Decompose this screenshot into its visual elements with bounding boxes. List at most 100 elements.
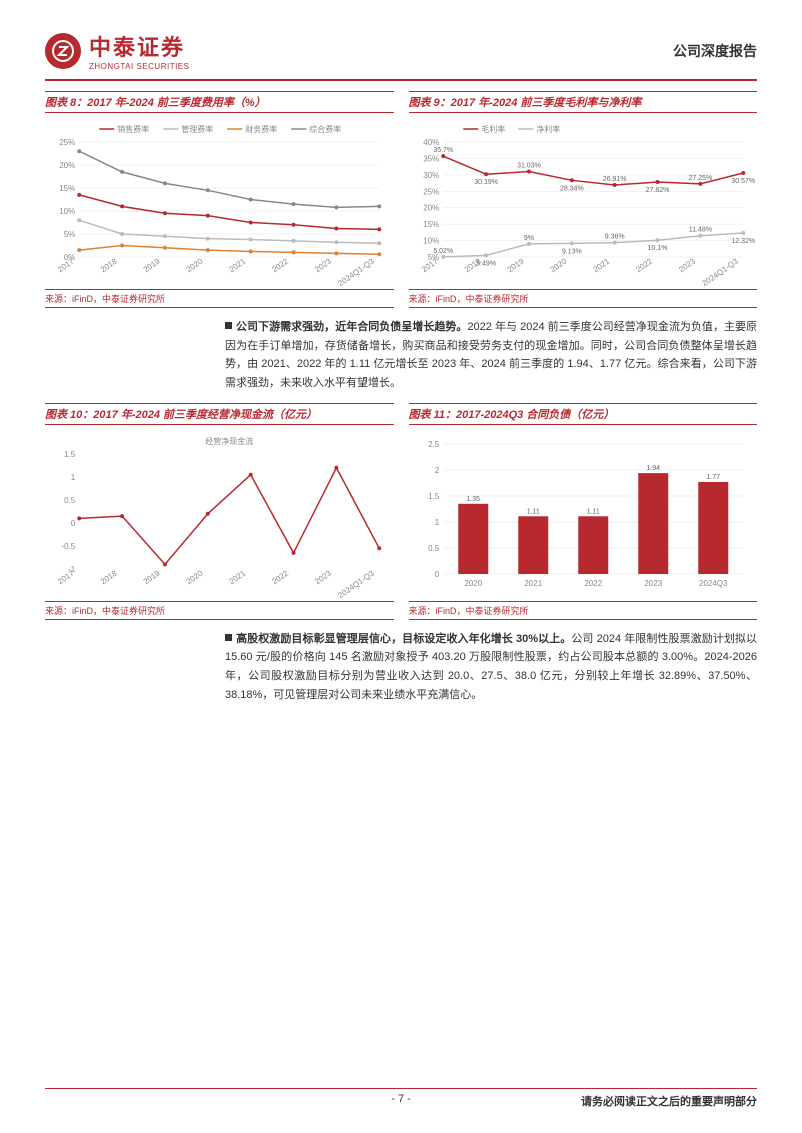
svg-text:2022: 2022	[270, 568, 290, 586]
svg-text:1.11: 1.11	[526, 508, 539, 515]
svg-text:2018: 2018	[99, 568, 119, 586]
svg-text:2022: 2022	[584, 579, 602, 588]
svg-text:26.91%: 26.91%	[602, 176, 626, 183]
svg-text:2020: 2020	[185, 568, 205, 586]
svg-text:31.03%: 31.03%	[517, 162, 541, 169]
svg-text:0: 0	[71, 519, 76, 528]
chart-9-source: 来源：iFinD，中泰证券研究所	[409, 289, 758, 308]
svg-text:30.57%: 30.57%	[731, 178, 755, 185]
svg-text:2022: 2022	[270, 256, 290, 274]
footer-disclaimer: 请务必阅读正文之后的重要声明部分	[581, 1093, 757, 1109]
svg-text:管理费率: 管理费率	[181, 124, 213, 134]
svg-text:1.77: 1.77	[706, 474, 720, 481]
svg-text:2021: 2021	[524, 579, 542, 588]
svg-text:40%: 40%	[423, 138, 439, 147]
svg-text:2024Q1-Q3: 2024Q1-Q3	[700, 256, 740, 287]
svg-text:1.5: 1.5	[64, 450, 76, 459]
svg-text:12.32%: 12.32%	[731, 238, 755, 245]
svg-text:9.13%: 9.13%	[561, 248, 581, 255]
svg-text:5%: 5%	[64, 230, 76, 239]
svg-text:15%: 15%	[59, 184, 75, 193]
svg-text:2023: 2023	[313, 256, 333, 274]
svg-text:2.5: 2.5	[428, 440, 440, 449]
svg-text:2023: 2023	[644, 579, 662, 588]
svg-text:2021: 2021	[227, 256, 247, 274]
page-header: 中泰证券 ZHONGTAI SECURITIES 公司深度报告	[45, 30, 757, 81]
paragraph-1-bold: 公司下游需求强劲，近年合同负债呈增长趋势。	[236, 321, 467, 333]
chart-9-area: 5%10%15%20%25%30%35%40%20172018201920202…	[409, 117, 758, 287]
svg-text:1.11: 1.11	[586, 508, 599, 515]
chart-10-source: 来源：iFinD，中泰证券研究所	[45, 601, 394, 620]
svg-text:20%: 20%	[59, 161, 75, 170]
svg-text:2024Q3: 2024Q3	[699, 579, 728, 588]
svg-text:净利率: 净利率	[536, 124, 560, 134]
logo: 中泰证券 ZHONGTAI SECURITIES	[45, 30, 189, 71]
svg-text:10%: 10%	[423, 237, 439, 246]
svg-text:毛利率: 毛利率	[481, 124, 505, 134]
chart-11-source: 来源：iFinD，中泰证券研究所	[409, 601, 758, 620]
paragraph-2-bold: 高股权激励目标彰显管理层信心，目标设定收入年化增长 30%以上。	[236, 633, 571, 645]
svg-text:35%: 35%	[423, 154, 439, 163]
svg-text:2024Q1-Q3: 2024Q1-Q3	[336, 256, 376, 287]
svg-text:2019: 2019	[142, 568, 162, 586]
svg-text:1: 1	[71, 473, 76, 482]
chart-8-title: 图表 8：2017 年-2024 前三季度费用率（%）	[45, 91, 394, 113]
svg-text:2020: 2020	[464, 579, 482, 588]
logo-cn: 中泰证券	[89, 30, 189, 62]
svg-text:-0.5: -0.5	[61, 542, 75, 551]
svg-text:35.7%: 35.7%	[433, 147, 453, 154]
bullet-icon	[225, 322, 232, 329]
doc-type: 公司深度报告	[673, 41, 757, 61]
svg-text:0.5: 0.5	[428, 544, 440, 553]
svg-text:27.25%: 27.25%	[688, 175, 712, 182]
chart-10: 图表 10：2017 年-2024 前三季度经营净现金流（亿元） -1-0.50…	[45, 403, 394, 620]
chart-11-title: 图表 11：2017-2024Q3 合同负债（亿元）	[409, 403, 758, 425]
svg-text:2022: 2022	[634, 256, 654, 274]
svg-text:11.48%: 11.48%	[688, 227, 711, 234]
svg-text:2021: 2021	[227, 568, 247, 586]
svg-text:10%: 10%	[59, 207, 75, 216]
chart-row-2: 图表 10：2017 年-2024 前三季度经营净现金流（亿元） -1-0.50…	[45, 403, 757, 620]
svg-text:2023: 2023	[677, 256, 697, 274]
svg-text:9.36%: 9.36%	[604, 234, 624, 241]
svg-text:25%: 25%	[59, 138, 75, 147]
chart-8-source: 来源：iFinD，中泰证券研究所	[45, 289, 394, 308]
svg-text:2023: 2023	[313, 568, 333, 586]
chart-8: 图表 8：2017 年-2024 前三季度费用率（%） 0%5%10%15%20…	[45, 91, 394, 308]
chart-9: 图表 9：2017 年-2024 前三季度毛利率与净利率 5%10%15%20%…	[409, 91, 758, 308]
svg-text:2018: 2018	[99, 256, 119, 274]
svg-text:25%: 25%	[423, 187, 439, 196]
svg-text:经营净现金流: 经营净现金流	[205, 436, 253, 446]
page-number: - 7 -	[391, 1093, 411, 1105]
svg-text:2021: 2021	[591, 256, 611, 274]
svg-text:27.82%: 27.82%	[645, 187, 669, 194]
svg-text:1.5: 1.5	[428, 492, 440, 501]
paragraph-1: 公司下游需求强劲，近年合同负债呈增长趋势。2022 年与 2024 前三季度公司…	[225, 318, 757, 393]
svg-text:28.34%: 28.34%	[559, 185, 583, 192]
svg-text:2: 2	[434, 466, 439, 475]
svg-text:2020: 2020	[548, 256, 568, 274]
svg-text:5.49%: 5.49%	[476, 260, 496, 267]
svg-text:销售费率: 销售费率	[117, 124, 149, 134]
svg-text:9%: 9%	[523, 235, 533, 242]
logo-icon	[45, 33, 81, 69]
chart-9-title: 图表 9：2017 年-2024 前三季度毛利率与净利率	[409, 91, 758, 113]
page-footer: - 7 - 请务必阅读正文之后的重要声明部分	[45, 1088, 757, 1105]
svg-text:2020: 2020	[185, 256, 205, 274]
svg-text:1.35: 1.35	[466, 496, 480, 503]
logo-en: ZHONGTAI SECURITIES	[89, 62, 189, 71]
svg-text:0: 0	[434, 570, 439, 579]
svg-text:30%: 30%	[423, 171, 439, 180]
svg-text:0.5: 0.5	[64, 496, 76, 505]
svg-text:2024Q1-Q3: 2024Q1-Q3	[336, 568, 376, 599]
bullet-icon	[225, 634, 232, 641]
svg-text:20%: 20%	[423, 204, 439, 213]
logo-text: 中泰证券 ZHONGTAI SECURITIES	[89, 30, 189, 71]
chart-10-area: -1-0.500.511.520172018201920202021202220…	[45, 429, 394, 599]
svg-text:5.02%: 5.02%	[433, 248, 453, 255]
chart-10-title: 图表 10：2017 年-2024 前三季度经营净现金流（亿元）	[45, 403, 394, 425]
svg-text:1: 1	[434, 518, 439, 527]
svg-text:10.1%: 10.1%	[647, 245, 667, 252]
svg-text:30.19%: 30.19%	[474, 179, 498, 186]
svg-text:15%: 15%	[423, 220, 439, 229]
